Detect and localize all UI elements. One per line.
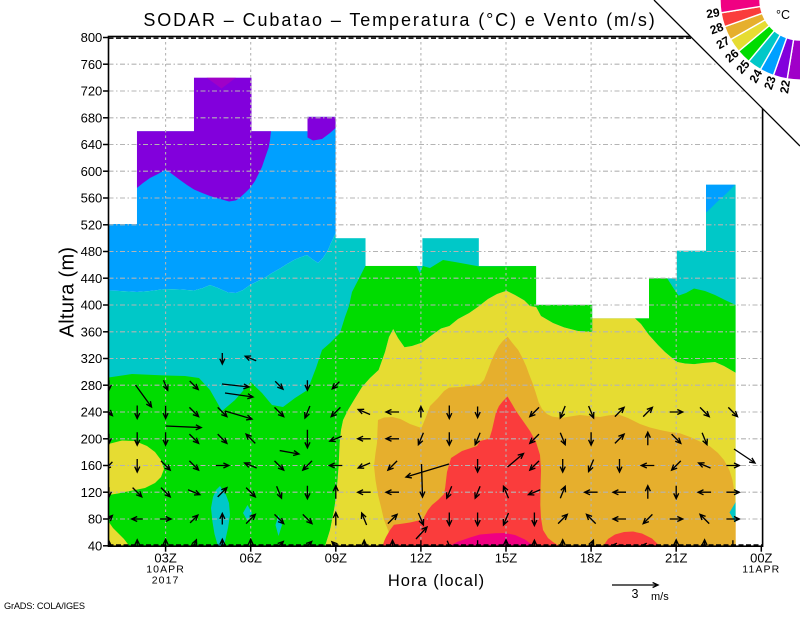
svg-text:29: 29	[705, 5, 721, 21]
svg-text:640: 640	[81, 137, 103, 152]
svg-text:440: 440	[81, 271, 103, 286]
svg-text:480: 480	[81, 244, 103, 259]
svg-text:18Z: 18Z	[580, 551, 602, 566]
svg-text:560: 560	[81, 191, 103, 206]
svg-text:27: 27	[714, 33, 733, 52]
svg-text:SODAR – Cubatao – Temperatura: SODAR – Cubatao – Temperatura (°C) e Ven…	[143, 10, 656, 30]
svg-text:360: 360	[81, 324, 103, 339]
svg-text:720: 720	[81, 84, 103, 99]
svg-text:2017: 2017	[152, 575, 180, 587]
svg-text:600: 600	[81, 164, 103, 179]
svg-text:320: 320	[81, 351, 103, 366]
svg-text:760: 760	[81, 57, 103, 72]
svg-text:10APR: 10APR	[146, 564, 185, 576]
svg-text:120: 120	[81, 485, 103, 500]
svg-text:40: 40	[88, 538, 102, 553]
svg-text:m/s: m/s	[651, 591, 669, 603]
svg-text:23: 23	[761, 74, 779, 92]
svg-text:24: 24	[746, 67, 765, 86]
svg-text:280: 280	[81, 378, 103, 393]
svg-text:28: 28	[708, 20, 726, 38]
svg-text:00Z: 00Z	[750, 551, 772, 566]
svg-text:22: 22	[777, 79, 793, 95]
svg-text:11APR: 11APR	[742, 564, 780, 576]
svg-text:21Z: 21Z	[665, 551, 687, 566]
svg-text:15Z: 15Z	[495, 551, 517, 566]
svg-text:GrADS: COLA/IGES: GrADS: COLA/IGES	[4, 601, 85, 611]
svg-text:09Z: 09Z	[325, 551, 347, 566]
svg-text:3: 3	[632, 587, 639, 601]
svg-text:06Z: 06Z	[239, 551, 261, 566]
svg-text:200: 200	[81, 431, 103, 446]
svg-text:80: 80	[88, 512, 102, 527]
svg-text:°C: °C	[776, 8, 790, 22]
svg-text:Hora (local): Hora (local)	[388, 572, 485, 590]
svg-text:680: 680	[81, 110, 103, 125]
svg-text:160: 160	[81, 458, 103, 473]
svg-text:Altura (m): Altura (m)	[57, 247, 79, 338]
svg-text:400: 400	[81, 298, 103, 313]
svg-text:12Z: 12Z	[410, 551, 432, 566]
svg-text:03Z: 03Z	[154, 551, 176, 566]
svg-text:520: 520	[81, 217, 103, 232]
svg-text:240: 240	[81, 405, 103, 420]
svg-text:800: 800	[81, 30, 103, 45]
